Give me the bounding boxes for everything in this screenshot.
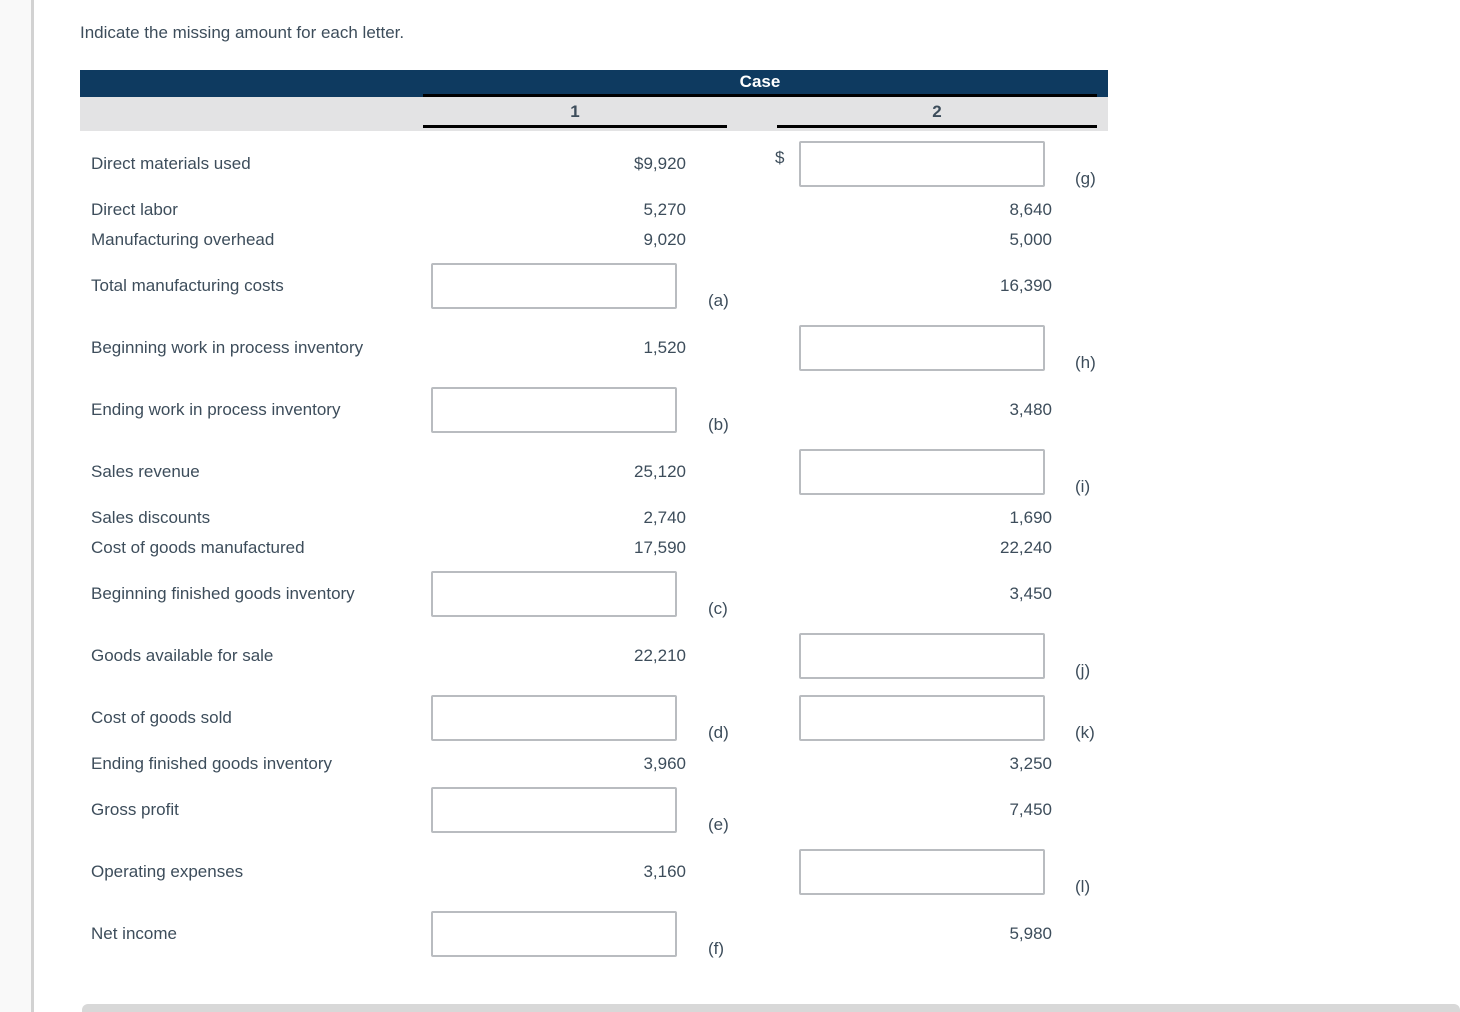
- cell-value-case2: 5,000: [1009, 230, 1052, 249]
- table-row: Total manufacturing costs (a) 16,390: [80, 263, 1108, 310]
- case-group-header-label: Case: [423, 70, 1097, 97]
- letter-label: (g): [1075, 169, 1096, 188]
- answer-input-h[interactable]: [799, 325, 1045, 371]
- cell-value-case2: 3,250: [1009, 754, 1052, 773]
- case-group-header-bar: Case: [80, 70, 1108, 97]
- row-label: Gross profit: [91, 800, 179, 819]
- row-label: Direct materials used: [91, 154, 251, 173]
- cell-value-case2: 16,390: [1000, 276, 1052, 295]
- bottom-section-divider: [82, 1004, 1460, 1012]
- table-row: Direct labor 5,270 8,640: [80, 187, 1108, 233]
- cell-value-case1: 5,270: [643, 200, 686, 219]
- currency-symbol: $: [775, 148, 785, 167]
- letter-label: (j): [1075, 661, 1091, 680]
- row-label: Ending finished goods inventory: [91, 754, 332, 773]
- column-header-case-2: 2: [777, 97, 1097, 128]
- answer-cell: [431, 263, 677, 309]
- table-row: Sales revenue 25,120 (i): [80, 449, 1108, 496]
- cell-value-case2: 22,240: [1000, 538, 1052, 557]
- letter-label: (d): [708, 723, 729, 742]
- table-row: Beginning finished goods inventory (c) 3…: [80, 571, 1108, 618]
- cell-value-case1: 2,740: [643, 508, 686, 527]
- cell-value-case1: 3,160: [643, 862, 686, 881]
- column-header-case-1: 1: [423, 97, 727, 128]
- table-row: Net income (f) 5,980: [80, 911, 1108, 958]
- answer-input-e[interactable]: [431, 787, 677, 833]
- answer-input-g[interactable]: [799, 141, 1045, 187]
- cell-value-case1: 9,020: [643, 230, 686, 249]
- letter-label: (k): [1075, 723, 1095, 742]
- row-label: Sales revenue: [91, 462, 200, 481]
- answer-cell: [799, 849, 1045, 895]
- answer-input-l[interactable]: [799, 849, 1045, 895]
- table-row: Direct materials used $9,920 $ (g): [80, 141, 1108, 188]
- answer-input-c[interactable]: [431, 571, 677, 617]
- letter-label: (f): [708, 939, 725, 958]
- table-row: Ending work in process inventory (b) 3,4…: [80, 387, 1108, 434]
- row-label: Direct labor: [91, 200, 178, 219]
- row-label: Cost of goods manufactured: [91, 538, 305, 557]
- row-label: Manufacturing overhead: [91, 230, 275, 249]
- row-label: Beginning work in process inventory: [91, 338, 364, 357]
- answer-cell: [799, 695, 1045, 741]
- cell-value-case2: 3,450: [1009, 584, 1052, 603]
- row-label: Total manufacturing costs: [91, 276, 284, 295]
- answer-cell: [431, 911, 677, 957]
- answer-input-i[interactable]: [799, 449, 1045, 495]
- row-label: Ending work in process inventory: [91, 400, 341, 419]
- cell-value-case2: 3,480: [1009, 400, 1052, 419]
- letter-label: (e): [708, 815, 729, 834]
- row-label: Sales discounts: [91, 508, 211, 527]
- answer-input-j[interactable]: [799, 633, 1045, 679]
- answer-input-f[interactable]: [431, 911, 677, 957]
- left-gutter: [0, 0, 34, 1012]
- cell-value-case1: 3,960: [643, 754, 686, 773]
- answer-input-k[interactable]: [799, 695, 1045, 741]
- letter-label: (i): [1075, 477, 1091, 496]
- answer-cell: [431, 387, 677, 433]
- table-row: Sales discounts 2,740 1,690: [80, 495, 1108, 541]
- row-label: Net income: [91, 924, 177, 943]
- cell-value-case1: 22,210: [634, 646, 686, 665]
- row-label: Beginning finished goods inventory: [91, 584, 355, 603]
- letter-label: (a): [708, 291, 729, 310]
- table-row: Operating expenses 3,160 (l): [80, 849, 1108, 896]
- cell-value-case2: 7,450: [1009, 800, 1052, 819]
- column-header-bar: 1 2: [80, 97, 1108, 131]
- answer-input-d[interactable]: [431, 695, 677, 741]
- letter-label: (l): [1075, 877, 1091, 896]
- answer-cell: [431, 695, 677, 741]
- answer-cell: [799, 633, 1045, 679]
- letter-label: (h): [1075, 353, 1096, 372]
- table-row: Cost of goods manufactured 17,590 22,240: [80, 525, 1108, 571]
- cell-value-case2: 5,980: [1009, 924, 1052, 943]
- table-row: Cost of goods sold (d) (k): [80, 695, 1108, 742]
- cell-value-case2: 1,690: [1009, 508, 1052, 527]
- answer-cell: [431, 571, 677, 617]
- table-row: Manufacturing overhead 9,020 5,000: [80, 217, 1108, 263]
- answer-cell: [799, 141, 1045, 187]
- letter-label: (b): [708, 415, 729, 434]
- cell-value-case1: 1,520: [643, 338, 686, 357]
- cell-value-case1: $9,920: [634, 154, 686, 173]
- instruction-text: Indicate the missing amount for each let…: [80, 23, 405, 42]
- table-row: Beginning work in process inventory 1,52…: [80, 325, 1108, 372]
- answer-cell: [431, 787, 677, 833]
- cell-value-case1: 25,120: [634, 462, 686, 481]
- row-label: Cost of goods sold: [91, 708, 232, 727]
- answer-input-b[interactable]: [431, 387, 677, 433]
- table-row: Goods available for sale 22,210 (j): [80, 633, 1108, 680]
- answer-input-a[interactable]: [431, 263, 677, 309]
- letter-label: (c): [708, 599, 728, 618]
- answer-cell: [799, 325, 1045, 371]
- table-row: Ending finished goods inventory 3,960 3,…: [80, 741, 1108, 787]
- cell-value-case1: 17,590: [634, 538, 686, 557]
- table-row: Gross profit (e) 7,450: [80, 787, 1108, 834]
- cell-value-case2: 8,640: [1009, 200, 1052, 219]
- row-label: Goods available for sale: [91, 646, 274, 665]
- answer-cell: [799, 449, 1045, 495]
- row-label: Operating expenses: [91, 862, 244, 881]
